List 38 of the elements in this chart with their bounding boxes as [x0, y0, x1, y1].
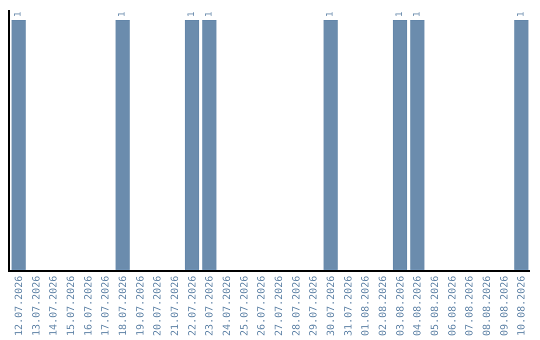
x-tick-label: 12.07.2026	[14, 276, 25, 336]
data-label: 1	[516, 12, 526, 17]
x-tick-label: 04.08.2026	[412, 276, 424, 336]
x-tick-label: 19.07.2026	[135, 276, 146, 336]
x-tick-label: 13.07.2026	[31, 276, 42, 336]
x-tick-label: 15.07.2026	[66, 276, 77, 336]
data-label: 1	[14, 12, 24, 17]
data-label: 1	[412, 12, 422, 17]
x-tick-label: 23.07.2026	[204, 276, 216, 336]
x-tick-label: 26.07.2026	[256, 276, 268, 336]
x-tick-label: 21.07.2026	[170, 276, 181, 336]
x-tick-label: 29.07.2026	[308, 276, 320, 336]
x-tick-label: 14.07.2026	[48, 276, 60, 336]
x-tick-label: 24.07.2026	[222, 276, 233, 336]
data-label: 1	[118, 12, 128, 17]
x-tick-label: 03.08.2026	[395, 276, 406, 336]
data-label: 1	[187, 12, 197, 17]
x-tick-label: 20.07.2026	[152, 276, 164, 336]
x-tick-label: 28.07.2026	[291, 276, 302, 336]
data-label: 1	[395, 12, 405, 17]
x-tick-label: 10.08.2026	[516, 276, 528, 336]
data-label: 1	[204, 12, 214, 17]
x-tick-label: 01.08.2026	[360, 276, 372, 336]
x-tick-label: 05.08.2026	[430, 276, 441, 336]
x-tick-label: 31.07.2026	[343, 276, 354, 336]
x-tick-label: 18.07.2026	[118, 276, 129, 336]
x-tick-label: 16.07.2026	[83, 276, 94, 336]
x-tick-label: 08.08.2026	[482, 276, 493, 336]
x-tick-label: 25.07.2026	[239, 276, 250, 336]
x-tick-label: 09.08.2026	[499, 276, 510, 336]
x-tick-label: 07.08.2026	[464, 276, 476, 336]
x-tick-label: 17.07.2026	[100, 276, 112, 336]
x-tick-label: 27.07.2026	[274, 276, 285, 336]
x-tick-label: 30.07.2026	[326, 276, 337, 336]
x-tick-label: 02.08.2026	[378, 276, 389, 336]
data-label: 1	[326, 12, 336, 17]
x-tick-label: 06.08.2026	[447, 276, 458, 336]
x-tick-label: 22.07.2026	[187, 276, 198, 336]
